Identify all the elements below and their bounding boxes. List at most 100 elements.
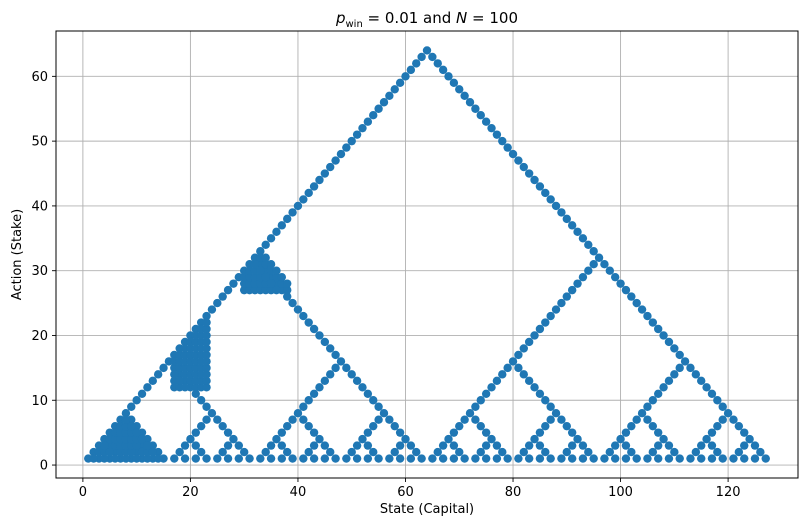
data-point [369, 421, 378, 431]
data-point [610, 454, 620, 463]
x-tick-label: 120 [716, 485, 741, 500]
data-point [664, 441, 674, 450]
data-point [309, 389, 319, 398]
data-point [320, 376, 330, 386]
data-point [304, 421, 313, 431]
data-point [476, 421, 485, 431]
data-point [213, 298, 222, 308]
data-point [514, 363, 523, 373]
data-point [283, 292, 292, 301]
data-point [664, 454, 674, 463]
x-tick-label: 40 [290, 485, 307, 500]
data-point [207, 305, 217, 314]
data-point [654, 454, 663, 463]
data-point [336, 357, 346, 366]
data-point [132, 428, 141, 437]
data-point [175, 447, 184, 457]
data-point [589, 247, 598, 256]
data-point [191, 441, 200, 450]
data-point [121, 409, 131, 418]
data-point [266, 234, 276, 243]
data-point [648, 447, 658, 457]
data-point [481, 428, 491, 437]
data-point [218, 292, 227, 301]
data-point [202, 350, 211, 360]
data-point [223, 285, 233, 295]
data-point [320, 454, 330, 463]
data-point [697, 454, 706, 463]
data-point [127, 402, 136, 411]
data-point [202, 331, 211, 340]
data-point [229, 434, 238, 444]
title-n: N [456, 9, 467, 27]
x-tick-label: 80 [505, 485, 522, 500]
data-point [438, 65, 448, 75]
data-point [283, 279, 292, 288]
data-point [299, 195, 308, 204]
data-point [207, 409, 217, 418]
data-point [283, 421, 292, 431]
data-point [734, 447, 744, 457]
data-point [412, 447, 421, 457]
data-point [745, 434, 754, 444]
data-point [492, 441, 502, 450]
data-point [562, 292, 571, 301]
data-point [444, 72, 453, 81]
data-point [202, 344, 211, 353]
data-point [578, 441, 588, 450]
data-point [519, 370, 528, 379]
data-point [530, 331, 539, 340]
data-point [309, 182, 319, 191]
data-point [535, 182, 545, 191]
data-point [632, 298, 641, 308]
data-point [417, 454, 426, 463]
data-point [487, 434, 496, 444]
data-point [664, 337, 674, 347]
data-point [288, 208, 297, 217]
data-point [352, 441, 362, 450]
data-point [546, 415, 555, 424]
data-point [132, 396, 141, 405]
data-point [347, 447, 356, 457]
data-point [750, 454, 760, 463]
data-point [170, 454, 179, 463]
data-point [89, 454, 98, 463]
data-point [621, 454, 631, 463]
data-point [654, 428, 663, 437]
data-point [498, 370, 507, 379]
data-point [449, 78, 459, 88]
data-point [256, 247, 265, 256]
data-point [481, 441, 491, 450]
data-point [127, 447, 136, 457]
data-point [476, 447, 485, 457]
data-point [374, 454, 383, 463]
data-point [288, 298, 297, 308]
data-point [148, 376, 157, 386]
data-point [508, 357, 518, 366]
data-point [406, 65, 416, 75]
data-point [229, 279, 238, 288]
data-point [250, 260, 260, 269]
data-point [471, 402, 480, 411]
data-point [395, 441, 405, 450]
data-point [567, 454, 577, 463]
data-point [395, 428, 405, 437]
data-point [524, 376, 534, 386]
data-point [369, 447, 378, 457]
data-point [299, 402, 308, 411]
data-point [379, 98, 389, 107]
data-point [395, 454, 405, 463]
data-point [342, 454, 351, 463]
data-point [740, 441, 749, 450]
data-point [557, 298, 566, 308]
data-point [342, 363, 351, 373]
data-point [283, 214, 292, 224]
data-point [385, 415, 394, 424]
data-point [729, 415, 738, 424]
data-point [541, 421, 550, 431]
data-point [524, 337, 534, 347]
data-point [616, 279, 625, 288]
data-point [637, 305, 647, 314]
data-point [256, 266, 265, 275]
data-point [175, 376, 184, 386]
